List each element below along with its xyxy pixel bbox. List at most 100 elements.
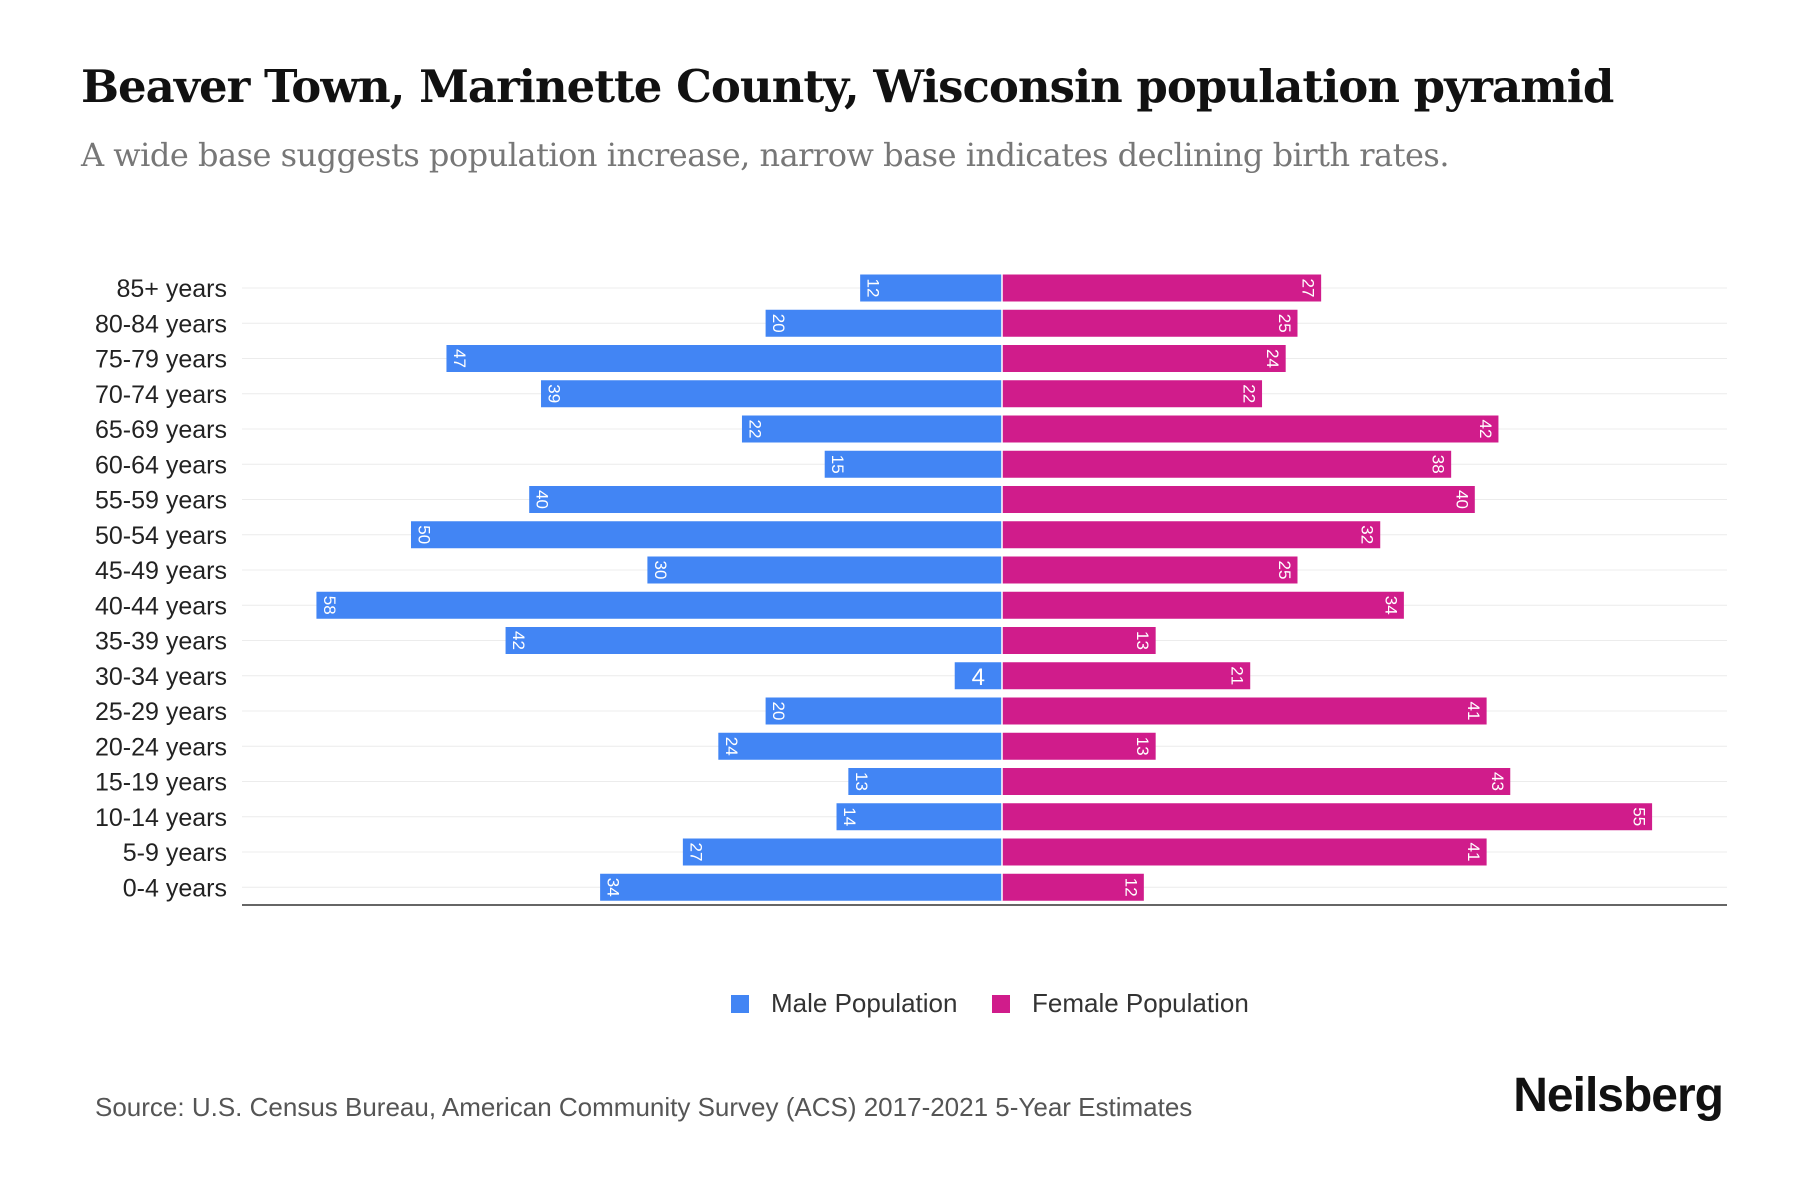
category-label: 45-49 years [95, 557, 227, 585]
female-bar [1002, 768, 1511, 795]
data-label: 42 [1476, 420, 1495, 439]
male-bar [860, 274, 1002, 302]
male-bar [446, 345, 1003, 372]
female-bar [1002, 521, 1381, 549]
source-note: Source: U.S. Census Bureau, American Com… [95, 1092, 1193, 1122]
category-label: 55-59 years [95, 487, 227, 515]
female-bar [1002, 450, 1452, 478]
chart-title: Beaver Town, Marinette County, Wisconsin… [81, 60, 1614, 113]
population-pyramid-chart: 85+ years 80-84 years 75-79 years 70-74 yea… [95, 274, 1727, 906]
data-label: 12 [864, 279, 883, 298]
category-label: 20-24 years [95, 733, 227, 761]
data-label: 13 [1133, 631, 1152, 650]
female-bar [1002, 803, 1653, 831]
category-label: 30-34 years [95, 663, 227, 691]
data-label: 55 [1630, 807, 1649, 826]
category-label: 25-29 years [95, 698, 227, 726]
male-bar [765, 697, 1002, 725]
female-bar [1002, 556, 1298, 584]
brand-logo: Neilsberg [1513, 1069, 1724, 1122]
data-label: 40 [533, 490, 552, 509]
male-bar [954, 662, 1002, 690]
data-label: 41 [1464, 702, 1483, 721]
female-bar [1002, 662, 1251, 690]
legend-swatch-female [992, 994, 1010, 1013]
female-bar [1002, 274, 1322, 302]
male-bar [836, 803, 1002, 831]
data-label: 21 [1228, 666, 1247, 685]
legend-label-female: Female Population [1032, 988, 1249, 1018]
female-bar [1002, 591, 1404, 619]
category-label: 65-69 years [95, 416, 227, 444]
category-label: 80-84 years [95, 310, 227, 338]
data-label: 50 [415, 525, 434, 544]
category-label: 0-4 years [123, 874, 227, 902]
data-label: 30 [651, 561, 670, 580]
male-bar [824, 450, 1002, 478]
male-bar [765, 309, 1002, 337]
male-bar [505, 627, 1002, 654]
category-label: 40-44 years [95, 592, 227, 620]
category-label: 35-39 years [95, 628, 227, 656]
legend-item-male: Male Population [731, 988, 957, 1019]
female-bar [1002, 732, 1156, 760]
data-label: 41 [1464, 843, 1483, 862]
data-label: 58 [320, 596, 339, 615]
data-label: 42 [509, 631, 528, 650]
data-label: 20 [769, 702, 788, 721]
female-bar [1002, 486, 1475, 513]
data-label: 34 [1381, 596, 1400, 615]
data-label: 47 [450, 349, 469, 368]
legend-item-female: Female Population [992, 988, 1249, 1019]
category-label: 50-54 years [95, 522, 227, 550]
male-bar [682, 838, 1002, 866]
data-label: 38 [1429, 455, 1448, 474]
data-label: 32 [1358, 525, 1377, 544]
female-bar [1002, 309, 1298, 337]
category-label: 15-19 years [95, 769, 227, 797]
data-label: 13 [1133, 737, 1152, 756]
data-label: 25 [1275, 314, 1294, 333]
legend-swatch-male [731, 994, 749, 1013]
male-bar [600, 873, 1002, 901]
female-bar [1002, 380, 1263, 408]
female-bar [1002, 627, 1156, 654]
data-label: 20 [769, 314, 788, 333]
data-label: 40 [1452, 490, 1471, 509]
data-label: 39 [545, 384, 564, 403]
category-label: 5-9 years [123, 839, 227, 867]
male-bar [541, 380, 1002, 408]
male-bar [848, 768, 1002, 795]
data-label: 34 [604, 878, 623, 897]
data-label: 43 [1488, 772, 1507, 791]
data-label: 13 [852, 772, 871, 791]
chart-subtitle: A wide base suggests population increase… [81, 136, 1449, 174]
male-bar [647, 556, 1002, 584]
data-label: 25 [1275, 561, 1294, 580]
category-label: 60-64 years [95, 451, 227, 479]
male-bar [316, 591, 1002, 619]
male-bar [529, 486, 1002, 513]
female-bar [1002, 873, 1144, 901]
data-label: 22 [745, 420, 764, 439]
female-bar [1002, 415, 1499, 443]
data-label: 27 [686, 843, 705, 862]
female-bar [1002, 838, 1487, 866]
data-label: 27 [1299, 279, 1318, 298]
data-label: 22 [1240, 384, 1259, 403]
female-bar [1002, 345, 1286, 372]
male-bar [718, 732, 1002, 760]
data-label: 4 [972, 664, 985, 691]
data-label: 15 [828, 455, 847, 474]
data-label: 24 [722, 737, 741, 756]
legend-label-male: Male Population [771, 988, 958, 1018]
category-label: 70-74 years [95, 381, 227, 409]
category-label: 75-79 years [95, 346, 227, 374]
category-label: 85+ years [117, 275, 228, 303]
data-label: 14 [840, 807, 859, 826]
data-label: 24 [1263, 349, 1282, 368]
male-bar [741, 415, 1002, 443]
data-label: 12 [1121, 878, 1140, 897]
female-bar [1002, 697, 1487, 725]
male-bar [411, 521, 1002, 549]
